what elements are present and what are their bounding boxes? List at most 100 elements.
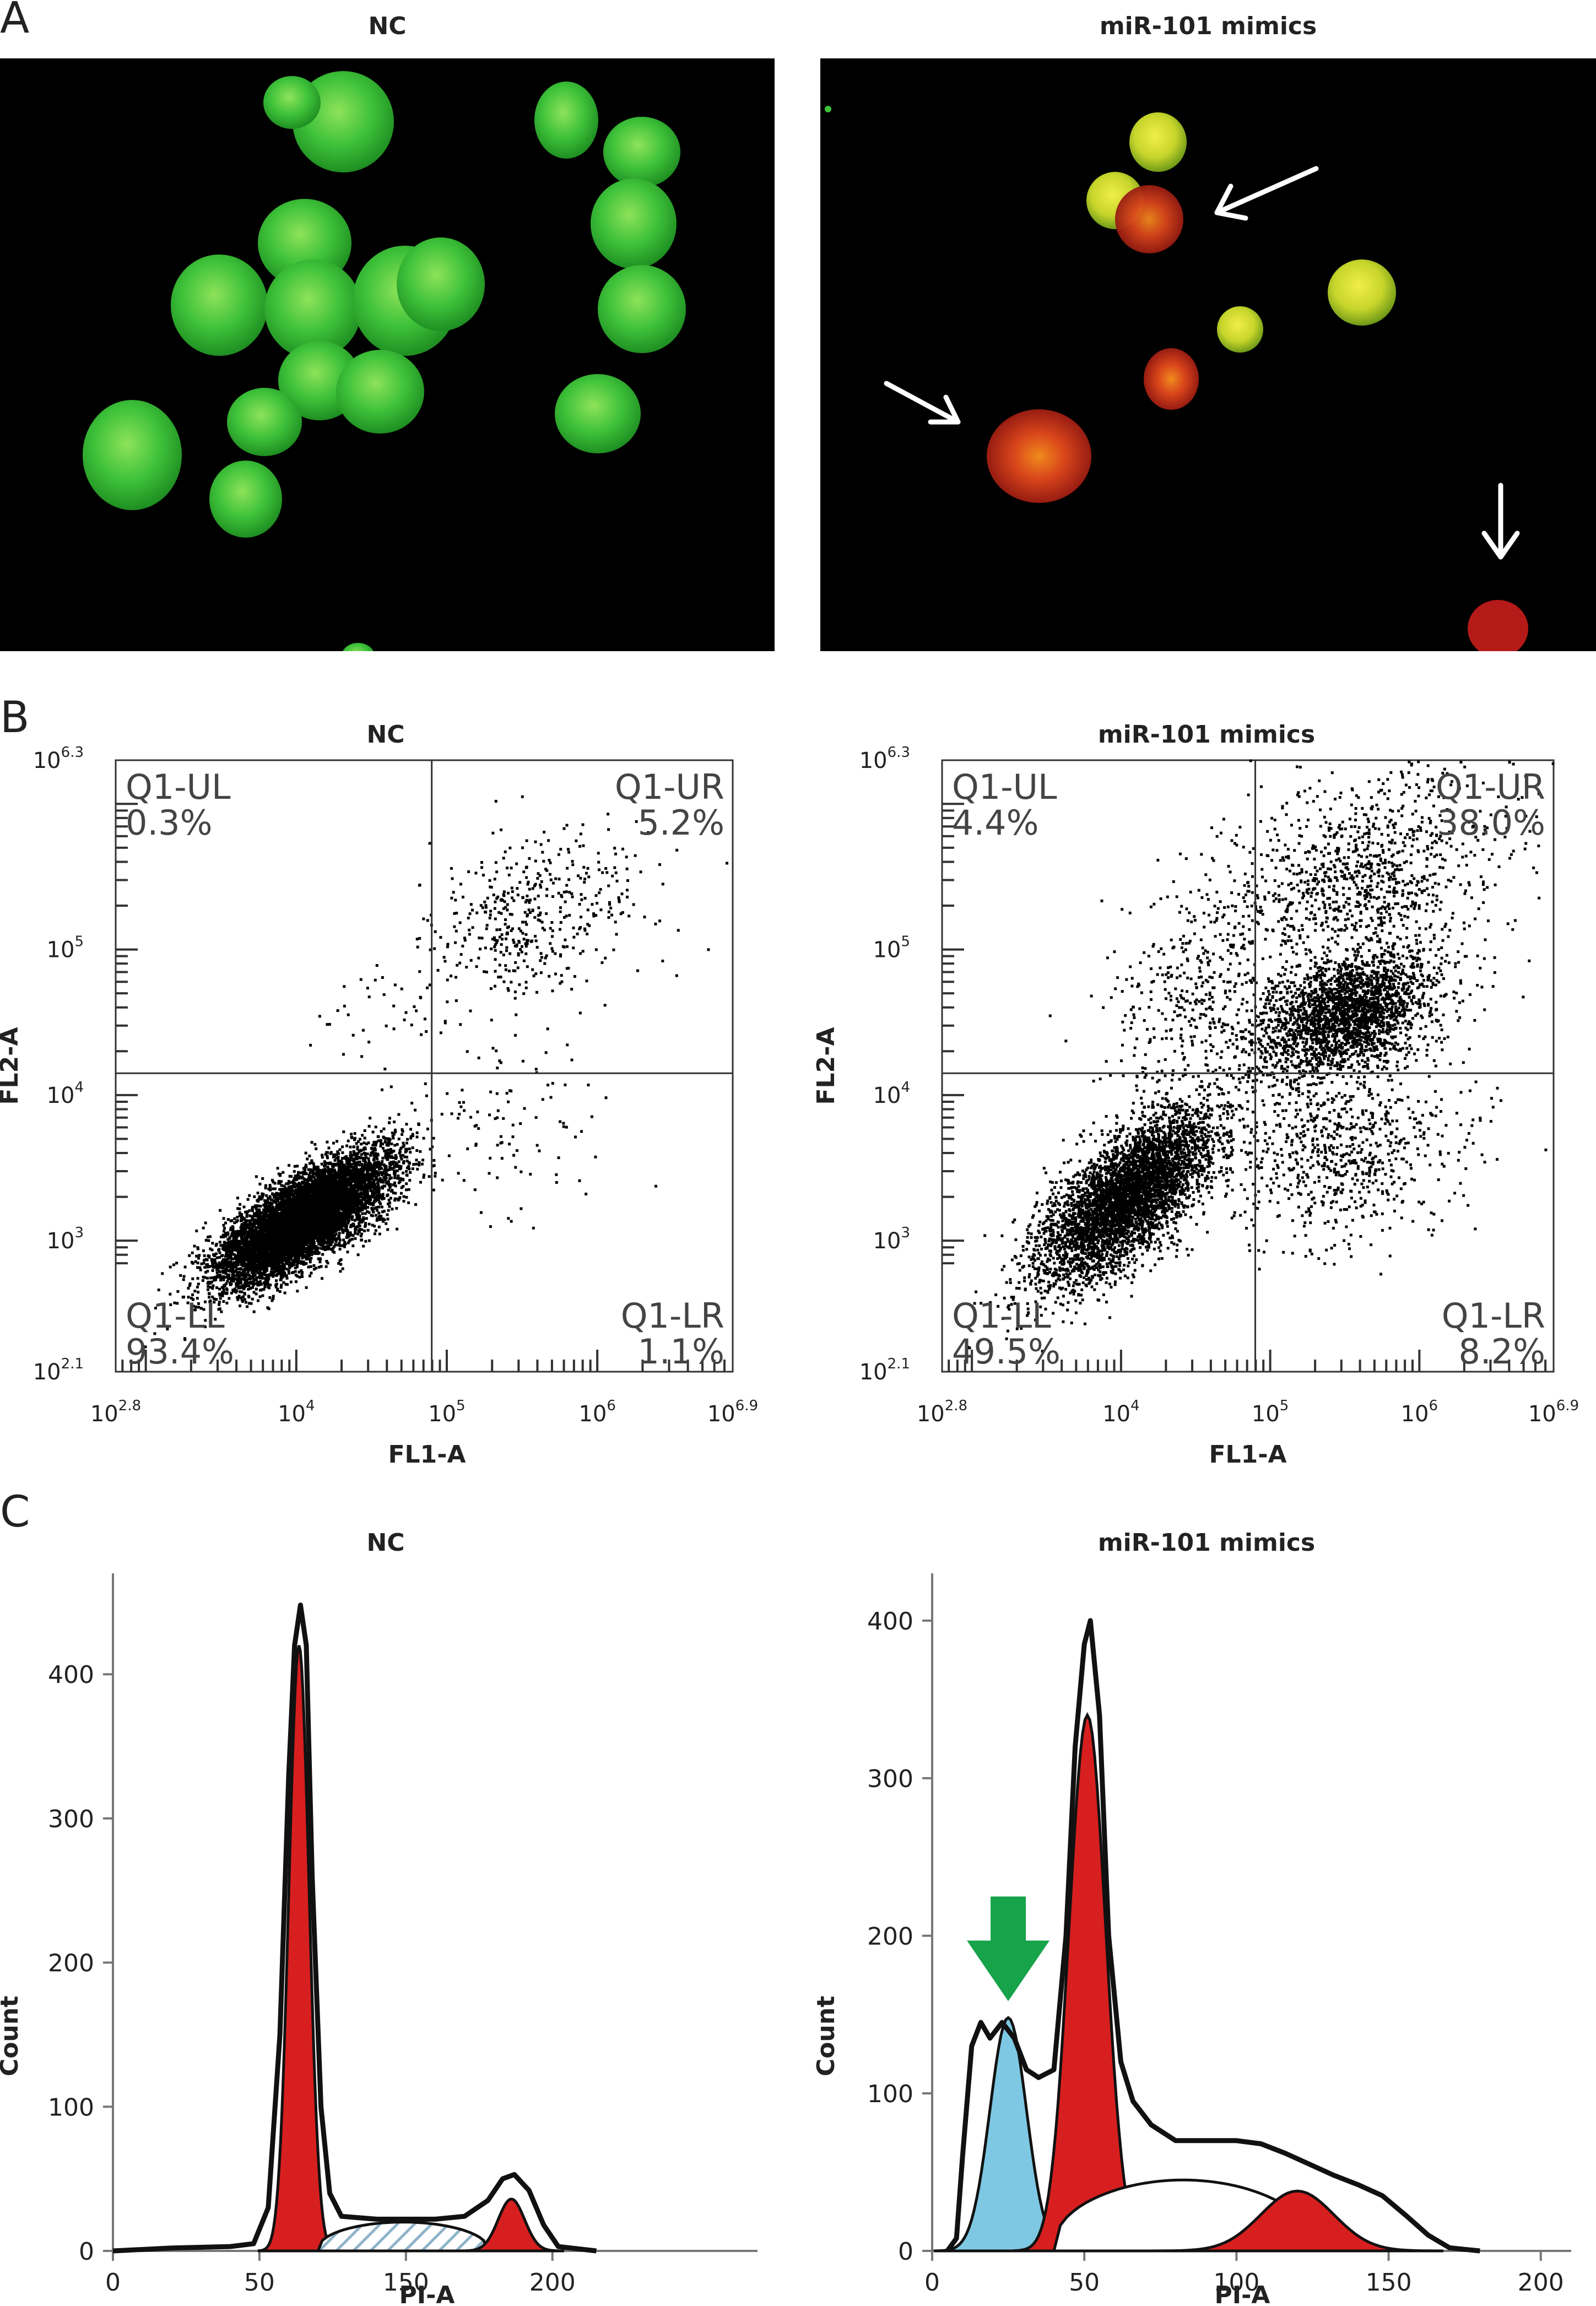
scatter-point bbox=[208, 1254, 211, 1258]
scatter-point bbox=[347, 1139, 350, 1143]
scatter-point bbox=[363, 1229, 366, 1232]
scatter-point bbox=[294, 1270, 297, 1273]
scatter-point bbox=[243, 1259, 246, 1263]
scatter-point bbox=[320, 1162, 323, 1166]
scatter-point bbox=[364, 1222, 367, 1225]
scatter-point bbox=[349, 1151, 352, 1154]
panel-letter-b: B bbox=[0, 693, 30, 743]
scatter-point bbox=[374, 1229, 377, 1232]
scatter-point bbox=[405, 1188, 408, 1192]
cell bbox=[1328, 259, 1396, 326]
scatter-point bbox=[405, 1173, 408, 1177]
scatter-point bbox=[247, 1284, 251, 1287]
scatter-point bbox=[241, 1284, 245, 1287]
scatter-point bbox=[396, 1177, 399, 1180]
scatter-point bbox=[255, 1276, 258, 1280]
scatter-point bbox=[224, 1276, 227, 1279]
scatter-point bbox=[256, 1244, 259, 1247]
scatter-point bbox=[338, 1168, 341, 1172]
scatter-point bbox=[251, 1230, 254, 1233]
scatter-point bbox=[242, 1278, 246, 1281]
scatter-point bbox=[347, 1241, 350, 1244]
scatter-point bbox=[302, 1172, 305, 1176]
scatter-point bbox=[215, 1268, 218, 1271]
scatter-point bbox=[381, 1186, 384, 1189]
scatter-point bbox=[261, 1288, 264, 1291]
scatter-point bbox=[282, 1281, 285, 1284]
scatter-point bbox=[377, 1198, 380, 1201]
scatter-point bbox=[245, 1256, 248, 1259]
scatter-point bbox=[337, 1152, 340, 1155]
scatter-point bbox=[393, 1181, 397, 1184]
scatter-point bbox=[326, 1262, 329, 1265]
scatter-point bbox=[315, 1147, 318, 1150]
scatter-point bbox=[197, 1291, 200, 1294]
scatter-point bbox=[255, 1279, 258, 1282]
arrow-icon bbox=[1214, 166, 1319, 221]
scatter-point bbox=[364, 1201, 367, 1205]
scatter-point bbox=[294, 1255, 297, 1259]
scatter-point bbox=[385, 1156, 388, 1160]
scatter-point bbox=[249, 1219, 252, 1222]
scatter-point bbox=[323, 1174, 327, 1177]
scatter-point bbox=[284, 1282, 288, 1286]
scatter-point bbox=[371, 1224, 374, 1227]
scatter-point bbox=[262, 1236, 266, 1239]
scatter-point bbox=[202, 1249, 205, 1252]
scatter-point bbox=[236, 1272, 239, 1275]
scatter-point bbox=[381, 1210, 384, 1214]
scatter-point bbox=[275, 1279, 278, 1282]
micrograph-nc-cells bbox=[83, 71, 686, 651]
scatter-point bbox=[387, 1188, 390, 1192]
scatter-point bbox=[375, 1206, 378, 1209]
scatter-point bbox=[295, 1237, 299, 1240]
x-tick-label: 106.9 bbox=[707, 1398, 758, 1427]
scatter-point bbox=[339, 1263, 343, 1266]
scatter-point bbox=[203, 1300, 207, 1303]
scatter-point bbox=[364, 1161, 367, 1164]
scatter-point bbox=[409, 1128, 413, 1131]
scatter-point bbox=[381, 1146, 385, 1150]
scatter-point bbox=[252, 1264, 256, 1267]
scatter-point bbox=[341, 1231, 344, 1234]
scatter-point bbox=[375, 1219, 378, 1222]
scatter-point bbox=[248, 1209, 251, 1212]
scatter-point bbox=[307, 1241, 310, 1244]
scatter-point bbox=[377, 1205, 381, 1209]
scatter-point bbox=[256, 1271, 259, 1274]
scatter-point bbox=[397, 1198, 400, 1201]
scatter-point bbox=[256, 1199, 259, 1202]
scatter-point bbox=[230, 1277, 233, 1280]
scatter-point bbox=[245, 1224, 248, 1227]
scatter-point bbox=[219, 1270, 222, 1274]
scatter-point bbox=[353, 1188, 356, 1192]
scatter-point bbox=[310, 1159, 313, 1162]
scatter-point bbox=[345, 1236, 349, 1239]
scatter-point bbox=[225, 1292, 228, 1295]
scatter-point bbox=[296, 1208, 299, 1211]
scatter-point bbox=[317, 1242, 321, 1246]
scatter-point bbox=[356, 1145, 359, 1149]
scatter-point bbox=[372, 1154, 375, 1157]
cell bbox=[1129, 112, 1187, 172]
scatter-point bbox=[302, 1181, 306, 1184]
scatter-point bbox=[402, 1184, 405, 1188]
scatter-point bbox=[386, 1194, 389, 1198]
scatter-point bbox=[332, 1234, 335, 1237]
scatter-point bbox=[351, 1237, 354, 1241]
scatter-point bbox=[247, 1277, 250, 1280]
scatter-point bbox=[346, 1251, 349, 1254]
scatter-point bbox=[304, 1151, 307, 1155]
scatter-point bbox=[192, 1304, 195, 1308]
scatter-point bbox=[287, 1259, 290, 1262]
scatter-point bbox=[311, 1172, 315, 1175]
scatter-point bbox=[287, 1179, 290, 1183]
scatter-point bbox=[272, 1270, 275, 1274]
scatter-point bbox=[357, 1209, 360, 1212]
plot-frame bbox=[115, 759, 734, 1373]
scatter-point bbox=[225, 1301, 229, 1304]
scatter-point bbox=[300, 1182, 304, 1185]
scatter-point bbox=[381, 1160, 384, 1163]
scatter-point bbox=[202, 1226, 205, 1230]
